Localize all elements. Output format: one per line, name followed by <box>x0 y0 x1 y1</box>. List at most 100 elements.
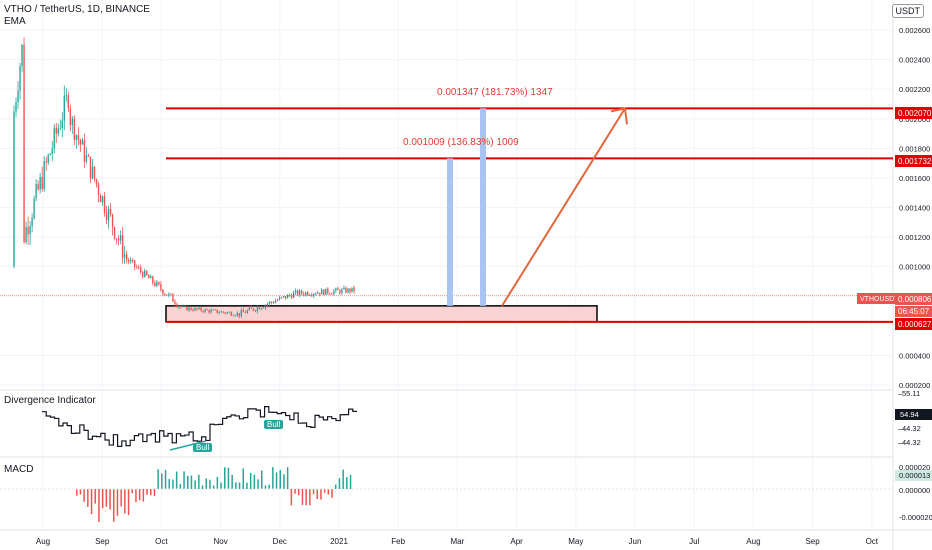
macd-bar <box>87 489 89 507</box>
macd-bar <box>275 472 278 489</box>
candle-body <box>341 289 343 294</box>
candle-body <box>184 306 186 308</box>
macd-bar <box>94 489 96 504</box>
candle-body <box>212 309 214 311</box>
measurement-label-2: 0.001009 (136.83%) 1009 <box>403 137 519 148</box>
candle-body <box>152 276 154 283</box>
candle-body <box>311 295 313 296</box>
macd-title[interactable]: MACD <box>4 464 34 475</box>
macd-bar <box>283 474 285 489</box>
currency-button[interactable]: USDT <box>891 4 924 18</box>
macd-bar <box>98 489 100 523</box>
measure-bar-2[interactable] <box>480 108 486 306</box>
candle-body <box>19 66 21 91</box>
ema-indicator-label[interactable]: EMA <box>4 16 26 27</box>
macd-bar <box>238 482 241 489</box>
price-tick-label: 0.001000 <box>899 263 930 272</box>
candle-body <box>284 296 287 299</box>
candle-body <box>101 196 104 203</box>
macd-bar <box>235 482 237 489</box>
candle-body <box>69 108 72 126</box>
candle-body <box>200 307 202 311</box>
macd-bar <box>316 489 318 499</box>
time-tick-label: Dec <box>273 537 287 546</box>
candle-body <box>333 290 335 294</box>
macd-bar <box>212 485 215 489</box>
candle-body <box>150 276 152 279</box>
projection-arrow[interactable] <box>501 107 628 307</box>
macd-bar <box>90 489 93 515</box>
candle-body <box>294 290 297 293</box>
macd-bar <box>179 483 182 489</box>
macd-histogram <box>76 467 352 523</box>
macd-bar <box>146 489 148 495</box>
macd-bar <box>335 484 337 489</box>
candle-body <box>300 290 303 294</box>
candle-body <box>302 293 305 295</box>
candle-body <box>170 293 172 295</box>
candle-body <box>252 308 255 311</box>
time-tick-label: Aug <box>36 537 50 546</box>
candle-body <box>186 306 188 311</box>
candle-body <box>214 309 216 311</box>
macd-bar <box>309 489 311 506</box>
macd-bar <box>168 479 170 489</box>
macd-bar <box>227 467 230 489</box>
price-tick-label: 0.000200 <box>899 381 930 390</box>
price-tick-label: 0.002200 <box>899 85 930 94</box>
macd-bar <box>83 489 85 502</box>
macd-bar <box>286 467 289 489</box>
bull-label-2: Bull <box>193 443 213 452</box>
candle-body <box>329 293 331 295</box>
candle-body <box>325 288 327 295</box>
macd-bar <box>257 479 259 489</box>
macd-bar <box>323 489 326 493</box>
candle-body <box>55 127 57 134</box>
price-tag-last: 0.000806 <box>895 293 932 305</box>
candle-body <box>154 282 156 286</box>
candle-body <box>353 287 355 292</box>
divergence-title[interactable]: Divergence Indicator <box>4 395 96 406</box>
candle-body <box>31 217 33 227</box>
candle-body <box>158 281 160 285</box>
macd-bar <box>164 469 167 489</box>
time-axis[interactable]: Aug Sep Oct Nov Dec 2021 Feb Mar Apr May Jun Jul Aug… <box>36 537 879 546</box>
macd-bar <box>150 489 152 496</box>
candle-body <box>274 300 277 303</box>
macd-bar <box>187 475 189 489</box>
candle-body <box>272 302 275 304</box>
price-axis[interactable]: 0.002600 0.002400 0.002200 0.002000 0.001800… <box>899 26 930 390</box>
candle-body <box>323 289 325 295</box>
macd-bar <box>138 489 141 501</box>
candle-body <box>351 287 353 292</box>
candle-body <box>319 292 321 295</box>
bull-label-1: Bull <box>264 420 284 429</box>
macd-bar <box>183 471 185 489</box>
price-tag-top: 0.002070 <box>895 107 932 119</box>
macd-bar <box>253 474 256 489</box>
candle-body <box>43 161 45 190</box>
macd-bar <box>346 477 348 489</box>
candle-body <box>337 288 339 291</box>
measure-bar-1[interactable] <box>447 158 453 306</box>
candle-body <box>136 266 138 268</box>
candle-body <box>33 198 35 218</box>
candle-body <box>53 127 55 149</box>
macd-bar <box>272 467 274 489</box>
candle-body <box>254 310 257 312</box>
candle-body <box>168 293 170 296</box>
macd-bar <box>172 479 174 489</box>
macd-bar <box>142 489 145 502</box>
candle-body <box>222 311 224 313</box>
macd-bar <box>175 471 178 489</box>
time-tick-label: Jun <box>629 537 642 546</box>
macd-axis: 0.000020 0.000013 0.000000 -0.000020 <box>895 463 932 522</box>
time-tick-label: Oct <box>866 537 879 546</box>
candle-body <box>317 292 319 294</box>
macd-bar <box>268 484 270 489</box>
measurement-label-1: 0.001347 (181.73%) 1347 <box>437 87 553 98</box>
candle-body <box>188 307 190 311</box>
candle-body <box>258 307 261 310</box>
macd-bar <box>294 489 296 494</box>
